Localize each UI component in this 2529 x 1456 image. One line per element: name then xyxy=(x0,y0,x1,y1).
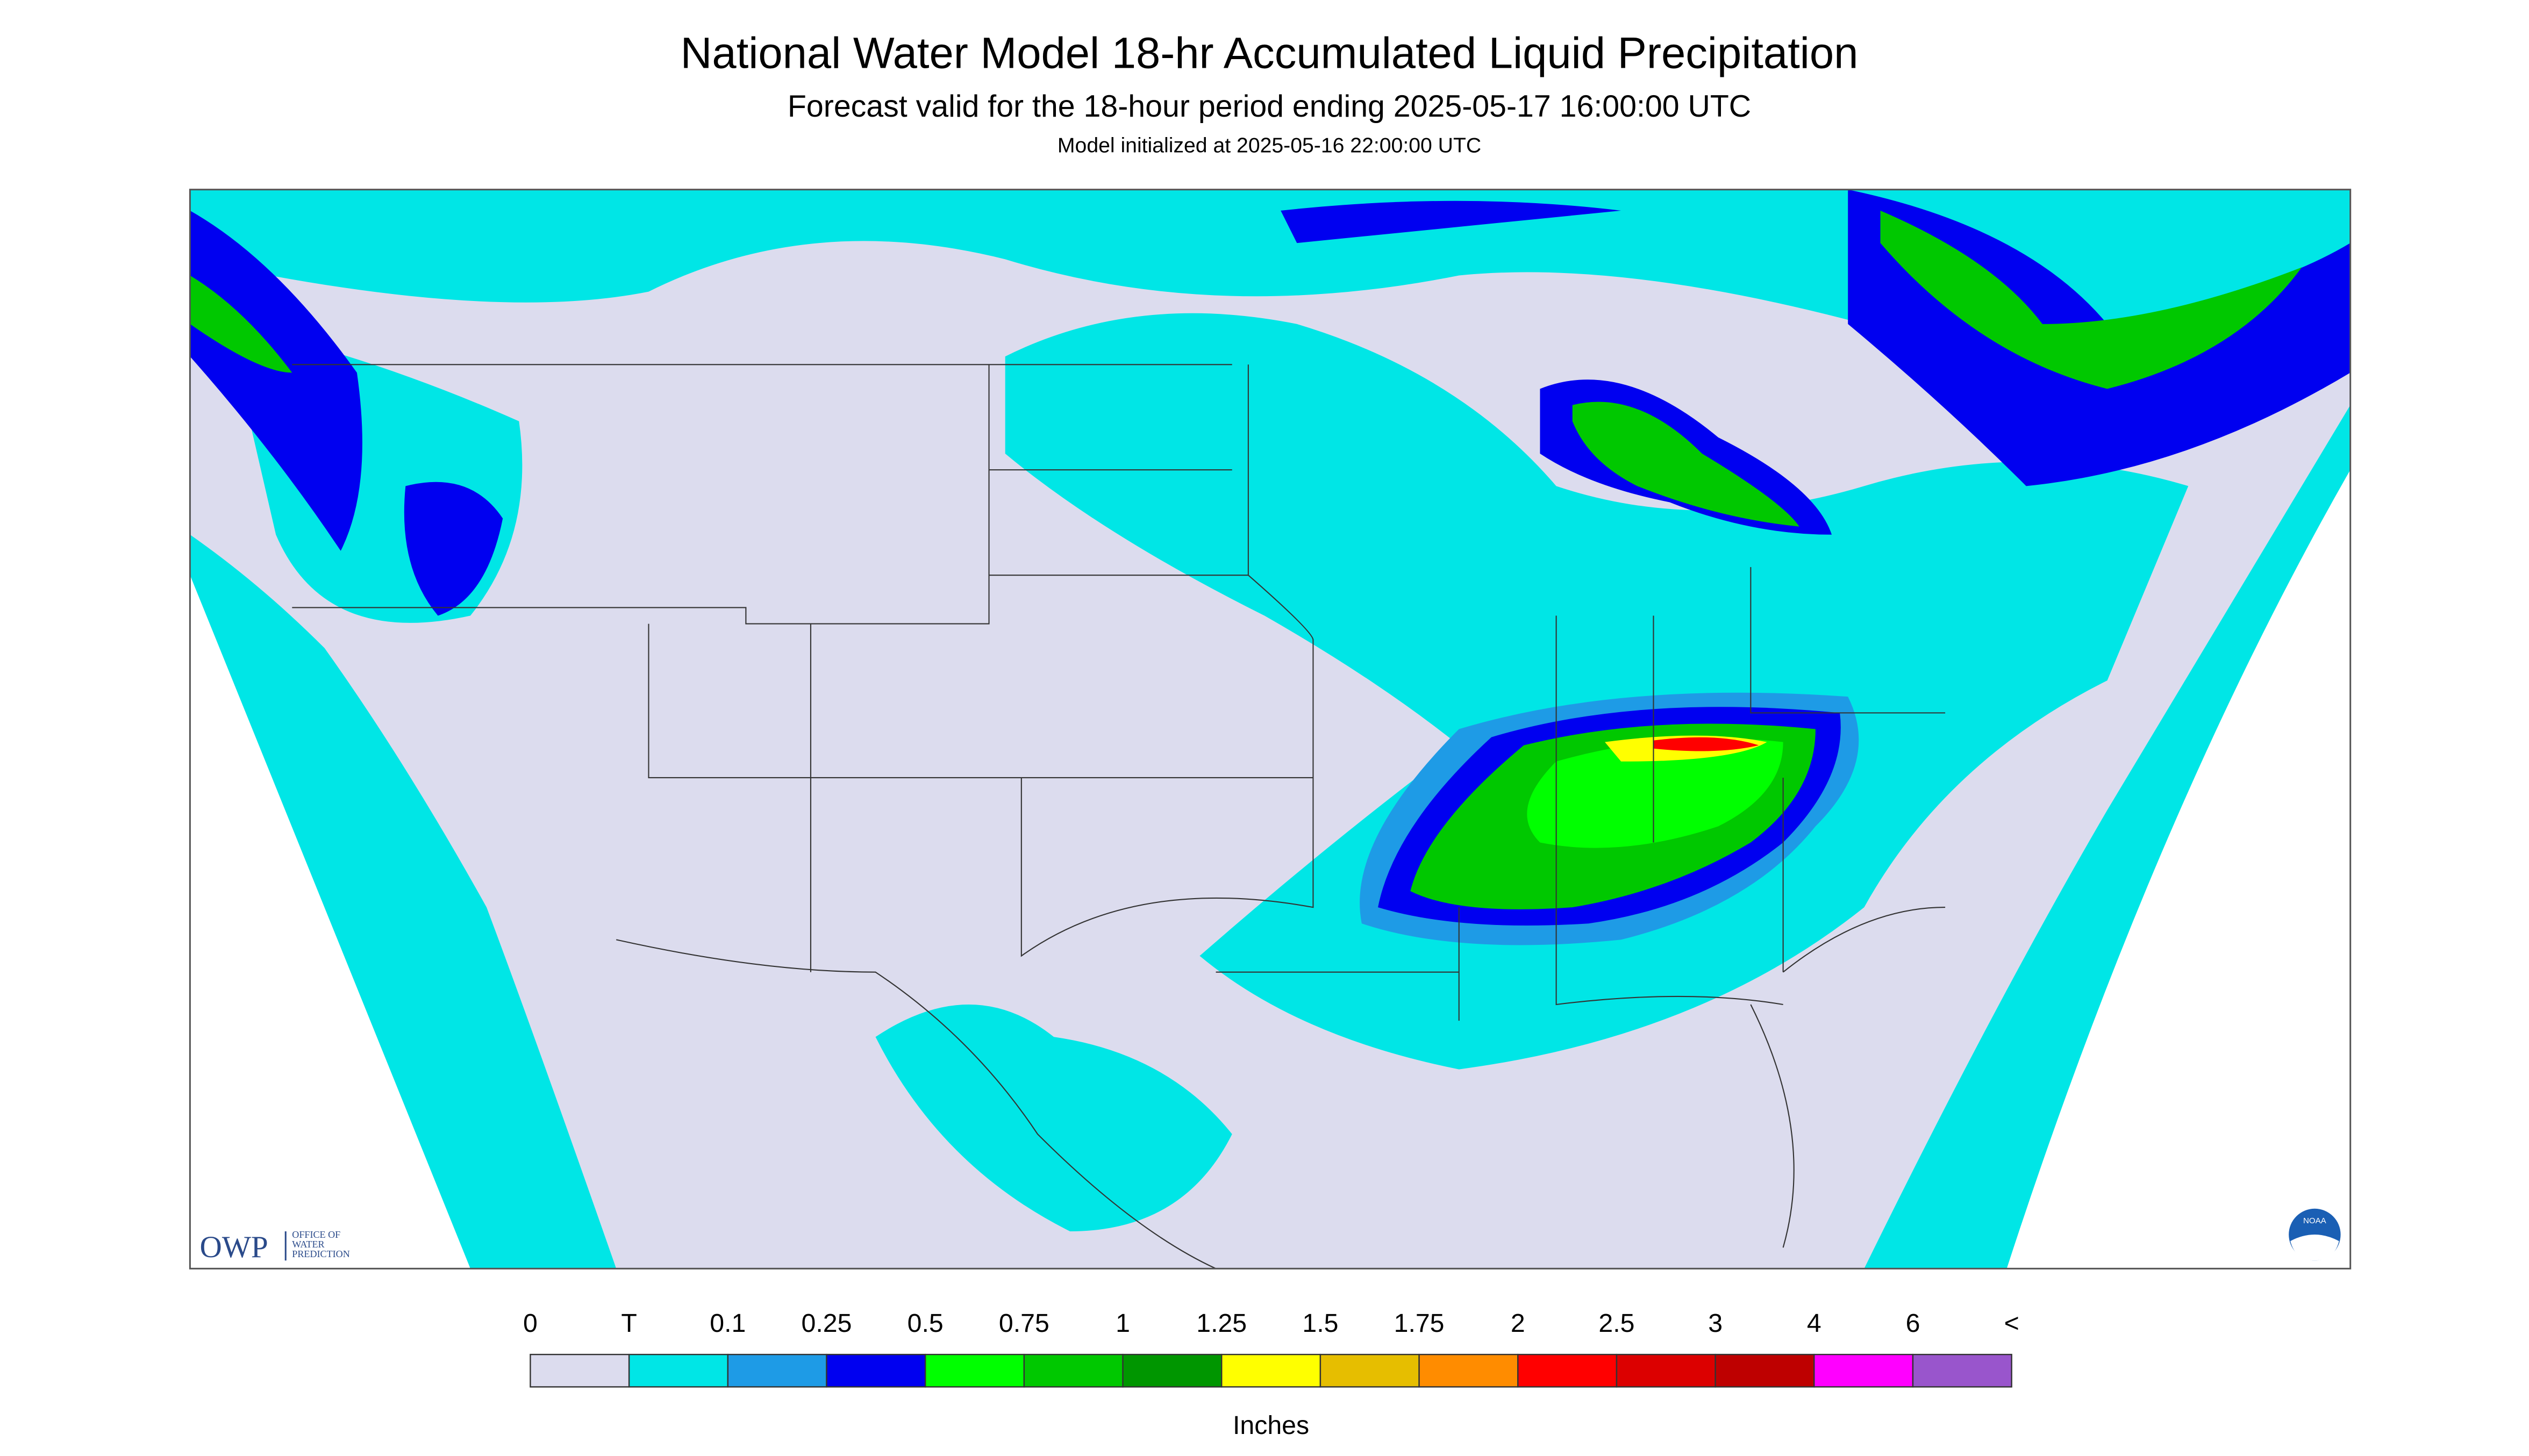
legend-unit: Inches xyxy=(1233,1411,1309,1440)
precip-trace-east xyxy=(1864,405,2351,1269)
legend-swatch xyxy=(1023,1353,1124,1388)
legend-label: 2.5 xyxy=(1598,1309,1634,1338)
legend-swatch xyxy=(1418,1353,1519,1388)
legend-swatch xyxy=(1319,1353,1420,1388)
map: OWP OFFICE OF WATER PREDICTION NOAA xyxy=(189,189,2352,1269)
owp-text: PREDICTION xyxy=(292,1249,349,1259)
precip-trace-north xyxy=(190,189,2351,389)
legend-swatch xyxy=(1813,1353,1914,1388)
legend: 0 T 0.1 0.25 0.5 0.75 1 1.25 1.5 1.75 2 2.5 3 4 6 < xyxy=(523,1309,2019,1388)
map-frame xyxy=(189,189,2352,1269)
legend-label: 0.25 xyxy=(802,1309,852,1338)
precip-pnw-core xyxy=(190,275,292,373)
legend-swatch xyxy=(826,1353,926,1388)
precip-band-heavier xyxy=(1527,738,1783,848)
legend-swatch xyxy=(1221,1353,1321,1388)
state-borders xyxy=(292,364,1946,1269)
legend-swatch xyxy=(1122,1353,1223,1388)
legend-label: T xyxy=(621,1309,637,1338)
legend-label: 0.1 xyxy=(710,1309,746,1338)
precip-trace-central xyxy=(1005,313,2189,1070)
precip-canada xyxy=(1281,200,1621,243)
precip-max xyxy=(1653,737,1759,751)
noaa-wave xyxy=(2290,1235,2339,1261)
outside-domain-west xyxy=(190,575,470,1269)
legend-swatch xyxy=(924,1353,1025,1388)
legend-swatch xyxy=(1912,1353,2012,1388)
legend-swatch xyxy=(530,1353,630,1388)
outside-domain-east xyxy=(2006,470,2351,1269)
legend-label: 1.5 xyxy=(1302,1309,1338,1338)
legend-swatch xyxy=(1714,1353,1815,1388)
init-time: Model initialized at 2025-05-16 22:00:00… xyxy=(1058,134,1481,157)
legend-label: 3 xyxy=(1708,1309,1723,1338)
legend-label: 1.75 xyxy=(1394,1309,1445,1338)
legend-label: 4 xyxy=(1807,1309,1821,1338)
legend-swatch xyxy=(1616,1353,1716,1388)
title: National Water Model 18-hr Accumulated L… xyxy=(681,29,1859,78)
precip-northeast-core xyxy=(1880,210,2302,389)
legend-swatch xyxy=(1517,1353,1618,1388)
precip-idaho xyxy=(404,482,503,616)
legend-label: 1 xyxy=(1116,1309,1130,1338)
precip-trace-texas xyxy=(875,1004,1232,1232)
legend-label: 0.5 xyxy=(908,1309,944,1338)
legend-label: < xyxy=(2004,1309,2019,1338)
noaa-text: NOAA xyxy=(2303,1216,2327,1225)
legend-label: 1.25 xyxy=(1196,1309,1247,1338)
legend-label: 0 xyxy=(523,1309,538,1338)
legend-label: 0.75 xyxy=(999,1309,1049,1338)
precip-great-lakes-core xyxy=(1572,401,1799,527)
legend-swatch xyxy=(727,1353,827,1388)
subtitle: Forecast valid for the 18-hour period en… xyxy=(788,89,1751,124)
owp-logo: OWP xyxy=(199,1230,268,1264)
owp-text: WATER xyxy=(292,1239,325,1250)
owp-text: OFFICE OF xyxy=(292,1229,340,1240)
precip-pnw xyxy=(190,210,362,551)
legend-label: 6 xyxy=(1906,1309,1920,1338)
legend-label: 2 xyxy=(1511,1309,1525,1338)
precip-trace-west xyxy=(190,534,617,1269)
legend-swatch xyxy=(628,1353,729,1388)
